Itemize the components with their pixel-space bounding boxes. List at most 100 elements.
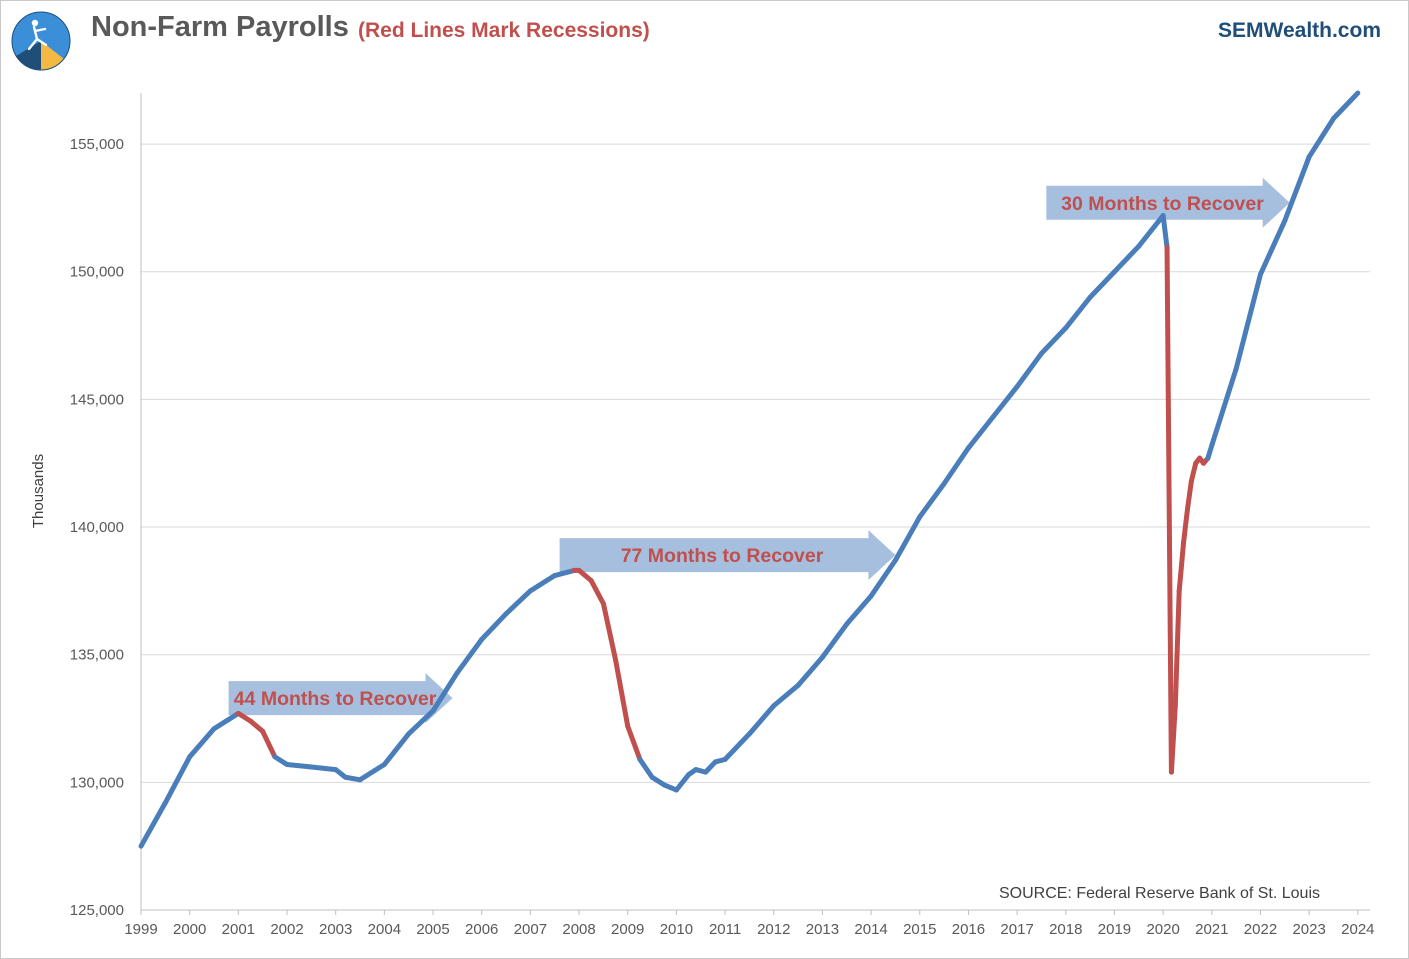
recovery-annotations: 44 Months to Recover 77 Months to Recover…: [228, 177, 1290, 724]
recession-segment: [1172, 588, 1182, 709]
series-segment: [1038, 325, 1069, 356]
recovery-label: 77 Months to Recover: [621, 545, 824, 567]
x-tick-label: 2024: [1341, 921, 1374, 938]
chart-subtitle: (Red Lines Mark Recessions): [358, 19, 650, 42]
x-tick-label: 2013: [806, 921, 839, 938]
series-segment: [1014, 350, 1044, 390]
series-segment: [990, 384, 1020, 420]
series-segment: [552, 567, 577, 579]
x-tick-label: 2005: [416, 921, 449, 938]
x-tick-label: 2008: [562, 921, 595, 938]
recession-segment: [1181, 506, 1190, 545]
x-tick-label: 2007: [514, 921, 547, 938]
recovery-arrow: [1046, 177, 1290, 228]
recovery-label: 30 Months to Recover: [1061, 193, 1264, 215]
series-segment: [1306, 116, 1336, 160]
series-segment: [284, 761, 314, 770]
x-tick-label: 2002: [270, 921, 303, 938]
series-segment: [1111, 243, 1142, 275]
series-segment: [917, 481, 947, 520]
series-segment: [406, 708, 436, 737]
y-tick-label: 145,000: [70, 391, 124, 408]
x-tick-label: 2017: [1000, 921, 1033, 938]
series-segment: [965, 414, 996, 451]
recession-segment: [1188, 460, 1199, 484]
y-tick-label: 125,000: [70, 902, 124, 919]
x-tick-label: 2014: [854, 921, 887, 938]
x-tick-label: 2001: [222, 921, 255, 938]
y-tick-label: 155,000: [70, 136, 124, 153]
series-segment: [868, 557, 898, 599]
recession-segment: [613, 657, 631, 729]
series-segment: [187, 726, 217, 760]
series-segment: [1209, 366, 1239, 448]
x-tick-label: 2015: [903, 921, 936, 938]
series-segment: [1160, 213, 1170, 250]
chart-title: Non-Farm Payrolls: [91, 11, 349, 43]
series-segment: [527, 573, 558, 594]
brand-label: SEMWealth.com: [1218, 19, 1381, 42]
recession-segment: [576, 567, 594, 584]
recession-segment: [1184, 478, 1194, 512]
series-segment: [795, 654, 825, 688]
series-segment: [637, 756, 655, 780]
semwealth-logo-icon: [11, 11, 71, 71]
series-segment: [211, 710, 241, 732]
x-tick-label: 2023: [1292, 921, 1325, 938]
recession-segment: [1176, 539, 1187, 594]
recovery-arrow: [559, 530, 896, 581]
source-note: SOURCE: Federal Reserve Bank of St. Loui…: [999, 885, 1320, 902]
x-tick-label: 2010: [660, 921, 693, 938]
recession-segment: [588, 578, 606, 607]
series-segment: [1087, 269, 1117, 300]
series-segment: [1233, 271, 1263, 372]
series-segment: [138, 800, 168, 849]
recession-segment: [260, 728, 278, 760]
x-tick-label: 2011: [709, 921, 741, 938]
x-tick-label: 2018: [1049, 921, 1082, 938]
recovery-label: 44 Months to Recover: [234, 688, 437, 710]
recession-segment: [248, 718, 266, 734]
x-tick-label: 2022: [1244, 921, 1277, 938]
recovery-arrow: [228, 673, 453, 724]
x-tick-label: 2004: [368, 921, 401, 938]
x-tick-label: 2021: [1195, 921, 1228, 938]
y-tick-label: 135,000: [70, 647, 124, 664]
series-segment: [357, 761, 387, 783]
y-tick-label: 130,000: [70, 774, 124, 791]
series-segment: [430, 670, 460, 714]
recession-segment: [625, 723, 643, 762]
series-segment: [381, 731, 412, 767]
x-tick-label: 2020: [1146, 921, 1179, 938]
series-segment: [673, 772, 692, 793]
series-segment: [162, 754, 193, 806]
series-segment: [1330, 90, 1361, 122]
x-tick-label: 1999: [124, 921, 157, 938]
y-tick-label: 140,000: [70, 519, 124, 536]
x-tick-label: 2016: [952, 921, 985, 938]
series-segment: [479, 611, 509, 642]
recession-segment: [1168, 703, 1178, 775]
series-segment: [844, 593, 874, 627]
series-segment: [746, 703, 777, 737]
x-tick-label: 2000: [173, 921, 206, 938]
series-segment: [771, 682, 801, 709]
series-segment: [941, 445, 971, 487]
series-segment: [892, 514, 923, 563]
series-segment: [1282, 154, 1312, 224]
series-segment: [454, 636, 485, 676]
y-axis-label: Thousands: [30, 454, 47, 528]
series-segment: [722, 731, 752, 762]
x-tick-label: 2006: [465, 921, 498, 938]
x-tick-label: 2003: [319, 921, 352, 938]
x-tick-label: 2012: [757, 921, 790, 938]
series-segment: [503, 588, 533, 617]
payroll-series: [138, 90, 1361, 849]
recession-segment: [1164, 244, 1174, 775]
y-tick-label: 150,000: [70, 264, 124, 281]
series-segment: [308, 764, 339, 773]
series-segment: [1063, 294, 1093, 331]
series-segment: [1136, 213, 1166, 249]
